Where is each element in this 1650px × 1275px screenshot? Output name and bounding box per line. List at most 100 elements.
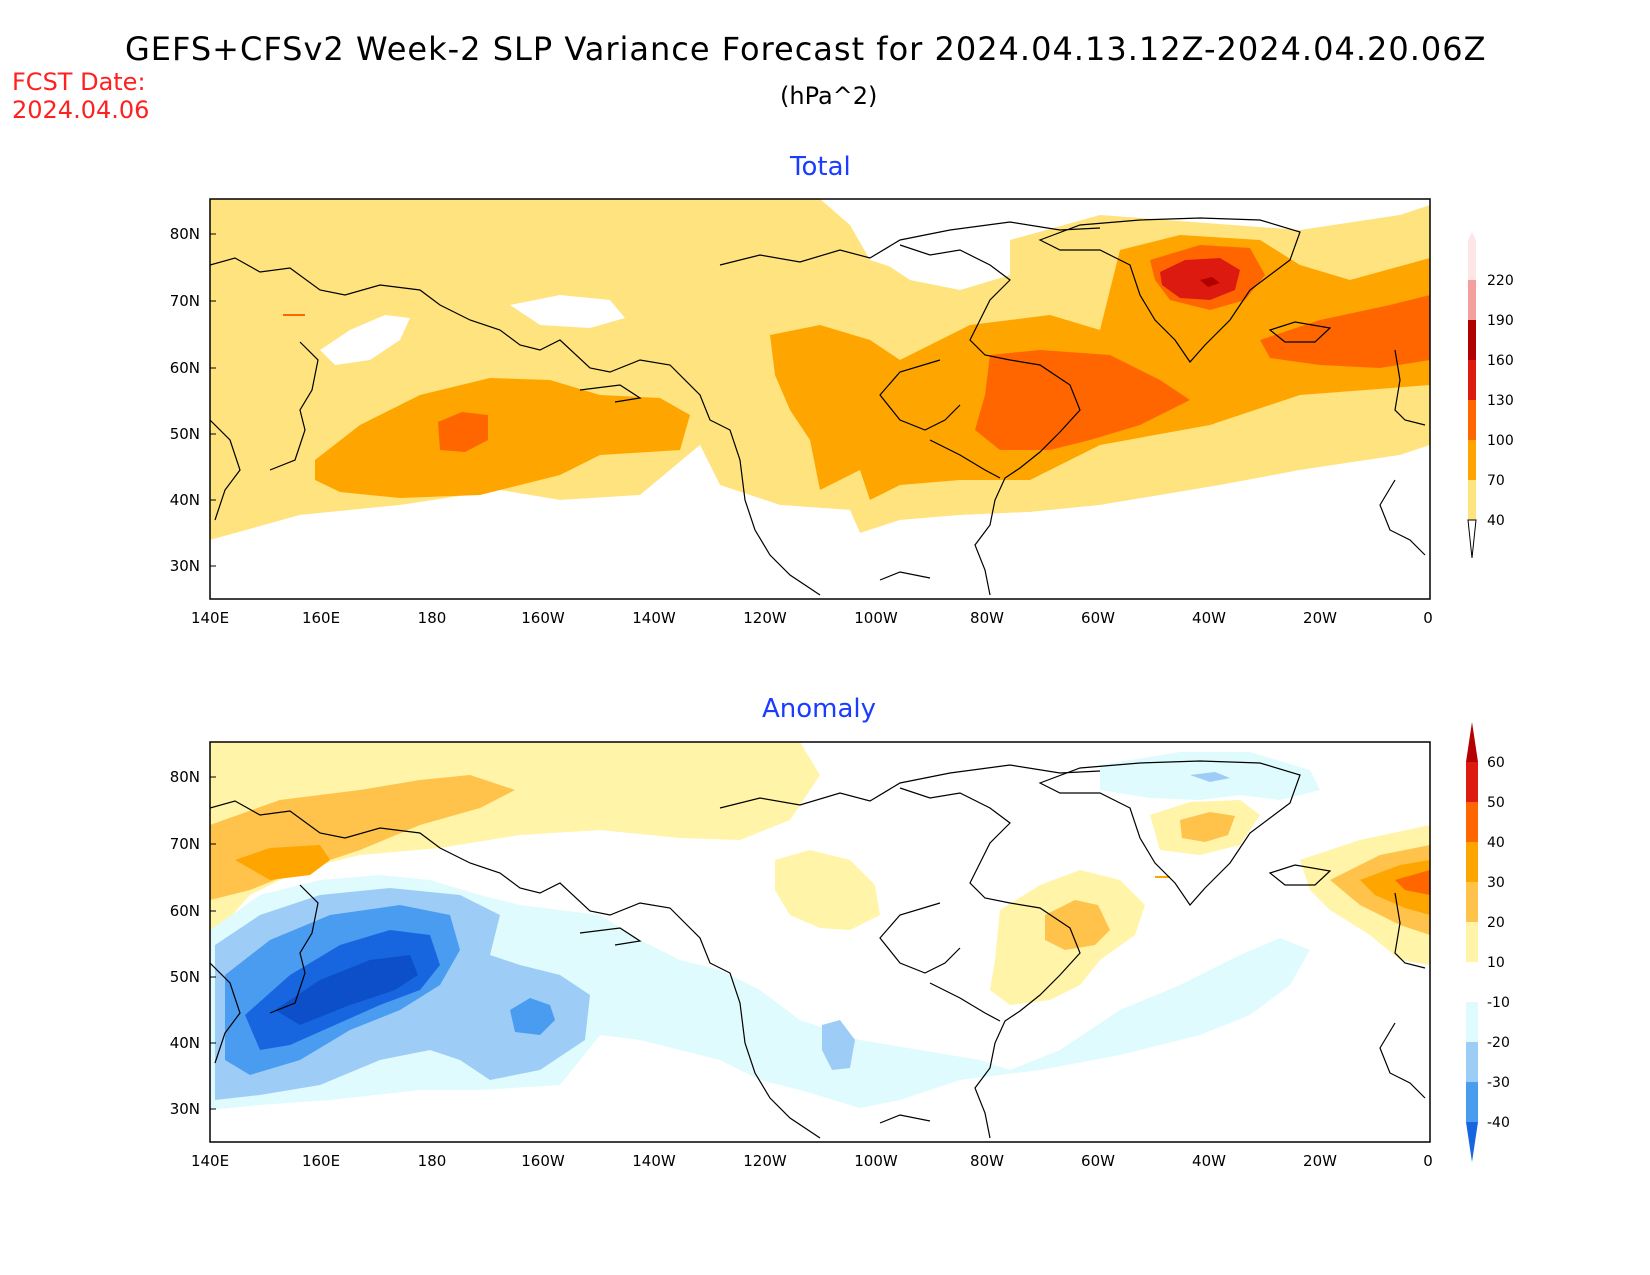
- total-map-frame: [209, 198, 1431, 600]
- colorbar-level-label: -20: [1487, 1035, 1510, 1051]
- anomaly-lon-label: 180: [418, 1152, 447, 1170]
- total-fill-100-iceland: [1260, 295, 1430, 368]
- anomaly-fill-30-europe: [1360, 860, 1430, 915]
- total-lon-label: 160E: [302, 609, 340, 627]
- colorbar-level-label: 10: [1487, 955, 1505, 971]
- forecast-date-value: 2024.04.06: [12, 96, 150, 124]
- colorbar-segment: [1468, 400, 1476, 440]
- total-coastlines: [210, 217, 1426, 596]
- anomaly-lon-label: 40W: [1192, 1152, 1226, 1170]
- anomaly-lon-label: 140E: [191, 1152, 229, 1170]
- anomaly-fill-neg20-greenland: [1190, 772, 1230, 782]
- total-lon-label: 120W: [743, 609, 787, 627]
- anomaly-lon-label: 120W: [743, 1152, 787, 1170]
- total-lat-label: 40N: [170, 491, 200, 509]
- anomaly-lat-label: 70N: [170, 835, 200, 853]
- colorbar-level-label: 70: [1487, 473, 1505, 489]
- total-hole-3: [210, 445, 1430, 599]
- colorbar-segment: [1466, 762, 1478, 802]
- colorbar-cap-bottom: [1466, 1122, 1478, 1162]
- map-title-text: GEFS+CFSv2 Week-2 SLP Variance Forecast …: [125, 30, 1487, 68]
- colorbar-level-label: 130: [1487, 393, 1514, 409]
- anomaly-fill-neg20-small: [822, 1020, 855, 1070]
- colorbar-segment: [1466, 1082, 1478, 1122]
- total-lat-label: 60N: [170, 359, 200, 377]
- total-lon-label: 60W: [1081, 609, 1115, 627]
- colorbar-level-label: 160: [1487, 353, 1514, 369]
- anomaly-fill-neg50: [275, 955, 418, 1025]
- total-colorbar: 220 190 160 130 100 70 40: [1467, 232, 1514, 559]
- total-lon-label: 100W: [854, 609, 898, 627]
- anomaly-lon-label: 140W: [632, 1152, 676, 1170]
- colorbar-segment: [1468, 360, 1476, 400]
- forecast-date-block: FCST Date: 2024.04.06: [12, 68, 149, 124]
- colorbar-level-label: 190: [1487, 313, 1514, 329]
- colorbar-segment: [1468, 480, 1476, 520]
- anomaly-map-frame: [209, 741, 1431, 1143]
- anomaly-map: [210, 742, 1430, 1142]
- total-hole-2: [510, 295, 625, 328]
- colorbar-segment: [1466, 802, 1478, 842]
- forecast-date-label: FCST Date:: [12, 68, 146, 96]
- total-fill-100-pacific: [438, 412, 488, 452]
- panel-title-total: Total: [790, 152, 851, 182]
- total-lon-label: 20W: [1303, 609, 1337, 627]
- anomaly-lon-label: 0: [1423, 1152, 1433, 1170]
- total-fill-100-labrador: [975, 350, 1190, 450]
- total-lat-axis: 80N 70N 60N 50N 40N 30N: [170, 225, 216, 575]
- anomaly-lat-label: 40N: [170, 1034, 200, 1052]
- anomaly-lat-axis: 80N 70N 60N 50N 40N 30N: [170, 768, 216, 1118]
- units-label: (hPa^2): [780, 82, 878, 110]
- anomaly-lat-label: 50N: [170, 968, 200, 986]
- anomaly-fill-20-greenland: [1180, 812, 1235, 842]
- colorbar-segment: [1466, 1002, 1478, 1042]
- total-lon-label: 160W: [521, 609, 565, 627]
- total-fill-130: [1160, 258, 1240, 300]
- panel-title-anomaly: Anomaly: [762, 694, 877, 724]
- anomaly-lat-label: 80N: [170, 768, 200, 786]
- total-lon-axis: 140E 160E 180 160W 140W 120W 100W 80W 60…: [191, 609, 1433, 627]
- anomaly-lon-axis: 140E 160E 180 160W 140W 120W 100W 80W 60…: [191, 1152, 1433, 1170]
- anomaly-lon-label: 160W: [521, 1152, 565, 1170]
- colorbar-cap-bottom: [1467, 519, 1477, 559]
- colorbar-level-label: 100: [1487, 433, 1514, 449]
- colorbar-level-label: -40: [1487, 1115, 1510, 1131]
- total-lon-label: 40W: [1192, 609, 1226, 627]
- colorbar-segment: [1466, 882, 1478, 922]
- anomaly-lon-label: 160E: [302, 1152, 340, 1170]
- colorbar-level-label: -10: [1487, 995, 1510, 1011]
- total-lon-label: 140E: [191, 609, 229, 627]
- anomaly-fill-40-europe: [1395, 870, 1430, 895]
- colorbar-segment: [1466, 1042, 1478, 1082]
- total-lon-label: 0: [1423, 609, 1433, 627]
- anomaly-colorbar: 60 50 40 30 20 10 -10 -20 -30 -40: [1466, 722, 1510, 1162]
- anomaly-fill-10-canada: [775, 850, 880, 930]
- total-fill-70-pacific: [315, 378, 690, 498]
- colorbar-segment: [1466, 962, 1478, 1002]
- colorbar-segment: [1468, 320, 1476, 360]
- colorbar-level-label: 40: [1487, 513, 1505, 529]
- colorbar-level-label: 40: [1487, 835, 1505, 851]
- anomaly-lon-label: 80W: [970, 1152, 1004, 1170]
- anomaly-lon-label: 100W: [854, 1152, 898, 1170]
- colorbar-level-label: 60: [1487, 755, 1505, 771]
- colorbar-level-label: -30: [1487, 1075, 1510, 1091]
- colorbar-segment: [1468, 240, 1476, 280]
- colorbar-segment: [1466, 922, 1478, 962]
- anomaly-lat-label: 30N: [170, 1100, 200, 1118]
- colorbar-cap-top: [1466, 722, 1478, 762]
- total-lat-label: 50N: [170, 425, 200, 443]
- colorbar-level-label: 30: [1487, 875, 1505, 891]
- total-lat-label: 30N: [170, 557, 200, 575]
- colorbar-level-label: 50: [1487, 795, 1505, 811]
- anomaly-fill-20-labrador: [1045, 900, 1110, 950]
- total-hole-1: [320, 315, 410, 365]
- total-lat-label: 80N: [170, 225, 200, 243]
- total-lon-label: 180: [418, 609, 447, 627]
- anomaly-coastlines: [210, 760, 1426, 1139]
- anomaly-lat-label: 60N: [170, 902, 200, 920]
- total-fill-160: [1200, 277, 1220, 287]
- colorbar-segment: [1466, 842, 1478, 882]
- colorbar-cap-top: [1468, 232, 1476, 240]
